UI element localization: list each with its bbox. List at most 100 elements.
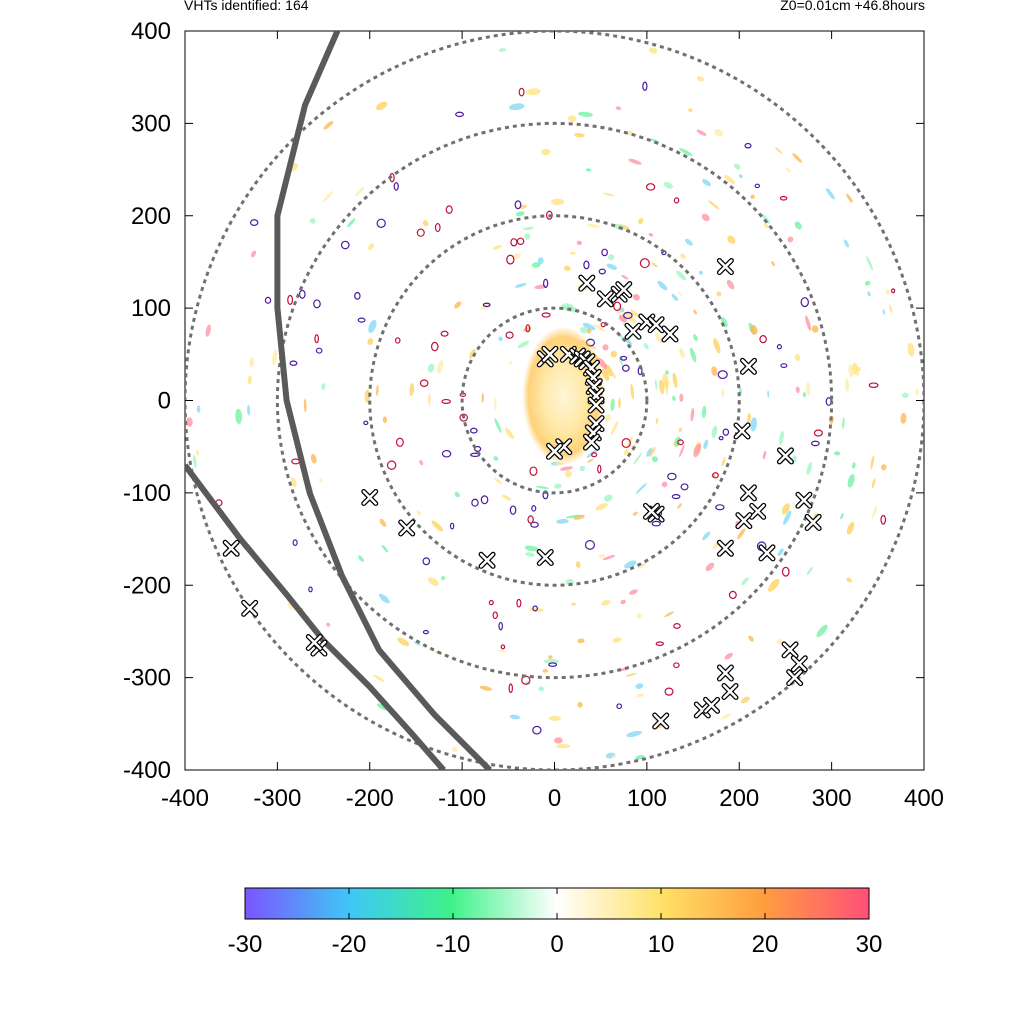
vorticity-speckle	[582, 322, 596, 331]
vorticity-speckle	[806, 382, 811, 396]
vorticity-speckle	[618, 314, 627, 323]
contour-loop	[376, 218, 386, 228]
vorticity-speckle	[794, 354, 801, 362]
vorticity-speckle	[698, 270, 704, 275]
vorticity-speckle	[419, 460, 424, 466]
contour-loop	[509, 505, 517, 515]
vorticity-speckle	[585, 168, 592, 172]
contour-loop	[498, 621, 504, 631]
vorticity-speckle	[422, 220, 429, 227]
vorticity-speckle	[574, 132, 585, 138]
vorticity-speckle	[741, 577, 749, 586]
run-info-label: Z0=0.01cm +46.8hours	[780, 0, 925, 13]
vorticity-speckle	[767, 390, 770, 398]
vorticity-speckle	[560, 466, 573, 471]
vorticity-speckle	[630, 384, 635, 400]
vorticity-speckle	[427, 363, 435, 373]
vorticity-speckle	[701, 405, 707, 419]
vorticity-speckle	[575, 561, 581, 569]
vorticity-speckle	[774, 146, 783, 154]
vorticity-speckle	[247, 404, 251, 416]
vorticity-speckle	[678, 291, 682, 296]
vorticity-speckle	[648, 47, 658, 54]
contour-loop	[529, 466, 538, 476]
vorticity-speckle	[679, 148, 693, 156]
vorticity-speckle	[750, 324, 758, 335]
x-tick-label: 0	[548, 785, 561, 812]
contour-loop	[455, 111, 464, 118]
vorticity-speckle	[855, 366, 861, 372]
contour-loop	[506, 254, 515, 265]
x-tick-label: -200	[346, 785, 394, 812]
vorticity-speckle	[602, 554, 616, 561]
y-tick-label: 0	[158, 388, 171, 415]
vorticity-speckle	[864, 280, 871, 286]
vorticity-speckle	[603, 192, 615, 197]
vorticity-speckle	[479, 685, 493, 691]
vorticity-speckle	[747, 412, 751, 424]
vorticity-speckle	[358, 555, 364, 563]
vht-marker	[305, 634, 323, 652]
vorticity-speckle	[802, 392, 807, 398]
vorticity-speckle	[544, 659, 560, 664]
vorticity-speckle	[638, 217, 644, 225]
contour-loop	[779, 195, 788, 201]
vorticity-speckle	[693, 334, 698, 342]
y-tick-label: 100	[131, 295, 171, 322]
vorticity-speckle	[654, 332, 663, 344]
contour-loop	[597, 464, 602, 474]
vorticity-speckle	[272, 349, 278, 366]
vht-marker	[578, 274, 596, 292]
vht-marker	[652, 712, 670, 730]
vht-marker	[716, 664, 734, 682]
vorticity-speckle	[738, 174, 743, 179]
vorticity-speckle	[764, 223, 769, 229]
vorticity-speckle	[548, 655, 553, 659]
vht-marker	[615, 281, 633, 299]
vorticity-speckle	[623, 449, 629, 456]
vorticity-speckle	[376, 703, 388, 711]
vorticity-speckle	[711, 425, 718, 439]
vorticity-speckle	[846, 193, 853, 203]
contour-loop	[800, 297, 809, 308]
contour-loop	[530, 521, 539, 528]
contour-loop	[422, 629, 429, 635]
contour-loop	[394, 337, 401, 344]
vorticity-speckle	[779, 430, 784, 445]
vorticity-speckle	[776, 639, 783, 645]
vorticity-speckle	[378, 593, 390, 604]
contour-loop	[510, 238, 518, 247]
vorticity-speckle	[661, 481, 668, 488]
vorticity-speckle	[556, 518, 569, 524]
contour-loop	[601, 248, 608, 257]
vorticity-speckle	[611, 755, 616, 758]
contour-loop	[591, 452, 598, 458]
contour-loop	[613, 301, 622, 312]
contour-loop	[357, 317, 366, 323]
vorticity-speckle	[636, 693, 645, 698]
vorticity-speckle	[571, 602, 576, 606]
vorticity-speckle	[885, 289, 890, 295]
vorticity-speckle	[525, 552, 535, 557]
vorticity-speckle	[497, 649, 506, 653]
vorticity-speckle	[740, 696, 750, 704]
contour-loop	[868, 382, 879, 389]
vht-marker	[582, 433, 600, 451]
vorticity-speckle	[522, 226, 534, 231]
y-tick-label: -200	[123, 572, 171, 599]
vorticity-speckle	[672, 395, 676, 401]
contour-loop	[449, 522, 455, 530]
vorticity-speckle	[610, 420, 619, 436]
vorticity-speckle	[846, 521, 855, 535]
y-tick-label: -400	[123, 757, 171, 784]
vorticity-speckle	[840, 512, 844, 520]
contour-loop	[780, 363, 788, 369]
vht-marker	[642, 502, 660, 520]
vorticity-speckle	[428, 393, 431, 406]
vorticity-speckle	[531, 262, 541, 268]
contour-loop	[655, 641, 664, 647]
vorticity-speckle	[565, 514, 581, 519]
vorticity-speckle	[866, 255, 874, 271]
contour-loop	[548, 662, 558, 667]
vorticity-speckle	[702, 179, 711, 187]
